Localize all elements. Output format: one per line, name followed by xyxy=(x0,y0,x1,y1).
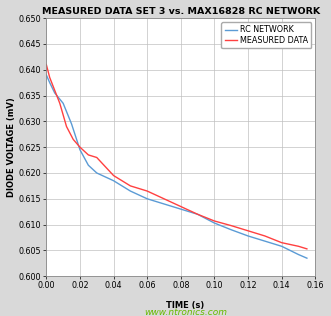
RC NETWORK xyxy=(145,197,149,201)
Legend: RC NETWORK, MEASURED DATA: RC NETWORK, MEASURED DATA xyxy=(221,22,311,48)
MEASURED DATA xyxy=(53,88,57,92)
RC NETWORK xyxy=(95,171,99,175)
RC NETWORK xyxy=(86,163,90,167)
MEASURED DATA xyxy=(280,241,284,245)
MEASURED DATA xyxy=(145,189,149,193)
Line: RC NETWORK: RC NETWORK xyxy=(46,75,307,258)
MEASURED DATA xyxy=(213,219,216,223)
MEASURED DATA xyxy=(263,234,267,238)
MEASURED DATA xyxy=(95,155,99,159)
MEASURED DATA xyxy=(44,63,48,66)
RC NETWORK xyxy=(246,234,250,238)
MEASURED DATA xyxy=(58,101,62,105)
MEASURED DATA xyxy=(196,212,200,216)
RC NETWORK xyxy=(297,253,301,257)
RC NETWORK xyxy=(280,244,284,248)
MEASURED DATA xyxy=(305,247,309,251)
RC NETWORK xyxy=(305,256,309,260)
MEASURED DATA xyxy=(48,76,52,79)
MEASURED DATA xyxy=(71,137,75,141)
Y-axis label: DIODE VOLTAGE (mV): DIODE VOLTAGE (mV) xyxy=(7,97,16,197)
RC NETWORK xyxy=(48,81,52,85)
MEASURED DATA xyxy=(246,229,250,233)
Text: www.ntronics.com: www.ntronics.com xyxy=(144,308,227,316)
RC NETWORK xyxy=(70,122,73,126)
RC NETWORK xyxy=(61,101,65,105)
MEASURED DATA xyxy=(297,244,301,248)
RC NETWORK xyxy=(128,189,132,193)
Line: MEASURED DATA: MEASURED DATA xyxy=(46,64,307,249)
RC NETWORK xyxy=(53,91,57,95)
Title: MEASURED DATA SET 3 vs. MAX16828 RC NETWORK: MEASURED DATA SET 3 vs. MAX16828 RC NETW… xyxy=(42,7,320,16)
RC NETWORK xyxy=(213,221,216,225)
MEASURED DATA xyxy=(112,174,116,178)
MEASURED DATA xyxy=(162,197,166,201)
Text: TIME (s): TIME (s) xyxy=(166,301,205,310)
RC NETWORK xyxy=(112,179,116,183)
RC NETWORK xyxy=(162,202,166,206)
MEASURED DATA xyxy=(128,184,132,188)
MEASURED DATA xyxy=(86,153,90,157)
RC NETWORK xyxy=(196,212,200,216)
MEASURED DATA xyxy=(65,125,69,128)
MEASURED DATA xyxy=(78,145,82,149)
RC NETWORK xyxy=(179,207,183,211)
RC NETWORK xyxy=(229,228,233,232)
RC NETWORK xyxy=(263,239,267,243)
RC NETWORK xyxy=(44,73,48,77)
RC NETWORK xyxy=(78,148,82,152)
MEASURED DATA xyxy=(179,205,183,209)
MEASURED DATA xyxy=(229,224,233,228)
